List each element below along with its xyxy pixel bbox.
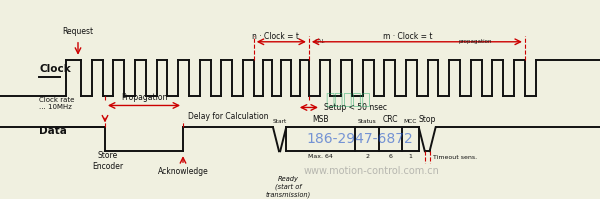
- Text: Propagation: Propagation: [121, 94, 167, 102]
- Text: propagation: propagation: [459, 39, 493, 44]
- Text: 2: 2: [365, 154, 369, 159]
- Text: CRC: CRC: [383, 115, 398, 124]
- Text: 西安德伍拓: 西安德伍拓: [325, 92, 371, 107]
- Text: 186-2947-6872: 186-2947-6872: [307, 132, 413, 146]
- Text: Clock: Clock: [39, 64, 71, 74]
- Text: Start: Start: [272, 119, 287, 124]
- Text: Ready
(start of
transmission): Ready (start of transmission): [265, 177, 311, 198]
- Text: MCC: MCC: [404, 119, 417, 124]
- Text: Status: Status: [358, 119, 377, 124]
- Text: Clock rate
... 10MHz: Clock rate ... 10MHz: [39, 97, 74, 110]
- Text: Stop: Stop: [419, 115, 436, 124]
- Text: Request: Request: [62, 27, 94, 36]
- Text: CAL: CAL: [314, 39, 325, 44]
- Text: Acknowledge: Acknowledge: [158, 167, 208, 176]
- Text: MSB: MSB: [313, 115, 329, 124]
- Text: 1: 1: [409, 154, 412, 159]
- Text: n · Clock = t: n · Clock = t: [252, 32, 299, 41]
- Text: Store
Encoder: Store Encoder: [92, 151, 124, 171]
- Text: Delay for Calculation: Delay for Calculation: [188, 112, 268, 121]
- Text: Timeout sens.: Timeout sens.: [433, 155, 477, 160]
- Text: m · Clock = t: m · Clock = t: [383, 32, 433, 41]
- Text: Max. 64: Max. 64: [308, 154, 333, 159]
- Text: Setup < 50 nsec: Setup < 50 nsec: [324, 103, 387, 112]
- Text: www.motion-control.com.cn: www.motion-control.com.cn: [304, 166, 440, 176]
- Text: 6: 6: [389, 154, 392, 159]
- Text: Data: Data: [39, 126, 67, 136]
